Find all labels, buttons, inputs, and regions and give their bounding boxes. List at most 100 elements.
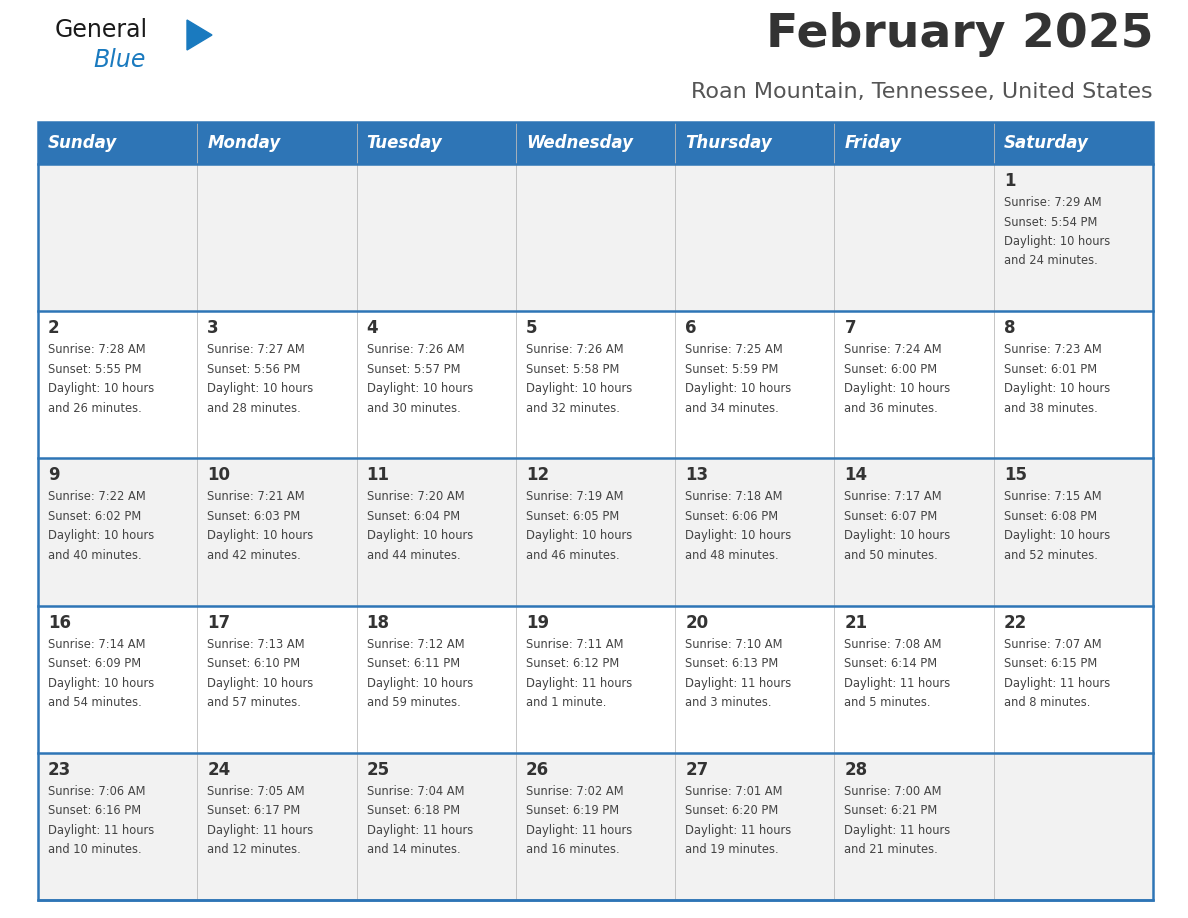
Text: 10: 10 [207, 466, 230, 485]
Text: Sunset: 6:13 PM: Sunset: 6:13 PM [685, 657, 778, 670]
Text: Sunset: 6:02 PM: Sunset: 6:02 PM [48, 509, 141, 523]
Bar [38, 753, 1154, 900]
Text: 3: 3 [207, 319, 219, 337]
Text: Sunrise: 7:28 AM: Sunrise: 7:28 AM [48, 343, 146, 356]
Text: Sunset: 6:21 PM: Sunset: 6:21 PM [845, 804, 937, 817]
Text: Sunset: 6:14 PM: Sunset: 6:14 PM [845, 657, 937, 670]
Text: Daylight: 11 hours: Daylight: 11 hours [48, 823, 154, 837]
Text: and 28 minutes.: and 28 minutes. [207, 402, 301, 415]
Text: Sunrise: 7:12 AM: Sunrise: 7:12 AM [367, 638, 465, 651]
Text: and 57 minutes.: and 57 minutes. [207, 696, 302, 709]
Text: Sunrise: 7:14 AM: Sunrise: 7:14 AM [48, 638, 145, 651]
Text: Sunset: 6:15 PM: Sunset: 6:15 PM [1004, 657, 1097, 670]
Text: 20: 20 [685, 613, 708, 632]
Text: 18: 18 [367, 613, 390, 632]
Text: Sunrise: 7:17 AM: Sunrise: 7:17 AM [845, 490, 942, 503]
Text: 8: 8 [1004, 319, 1016, 337]
Text: 15: 15 [1004, 466, 1026, 485]
Text: Sunrise: 7:10 AM: Sunrise: 7:10 AM [685, 638, 783, 651]
Text: Sunset: 6:01 PM: Sunset: 6:01 PM [1004, 363, 1097, 375]
Text: 12: 12 [526, 466, 549, 485]
Text: and 36 minutes.: and 36 minutes. [845, 402, 939, 415]
Text: Wednesday: Wednesday [526, 134, 633, 152]
Text: Daylight: 10 hours: Daylight: 10 hours [207, 677, 314, 689]
Text: Sunset: 6:12 PM: Sunset: 6:12 PM [526, 657, 619, 670]
Text: and 54 minutes.: and 54 minutes. [48, 696, 141, 709]
Text: 2: 2 [48, 319, 59, 337]
Text: Daylight: 11 hours: Daylight: 11 hours [526, 677, 632, 689]
Text: 14: 14 [845, 466, 867, 485]
Text: 26: 26 [526, 761, 549, 778]
Text: and 5 minutes.: and 5 minutes. [845, 696, 931, 709]
Text: and 50 minutes.: and 50 minutes. [845, 549, 939, 562]
Text: Daylight: 10 hours: Daylight: 10 hours [48, 530, 154, 543]
Text: Sunset: 5:56 PM: Sunset: 5:56 PM [207, 363, 301, 375]
Text: Daylight: 11 hours: Daylight: 11 hours [526, 823, 632, 837]
Text: and 40 minutes.: and 40 minutes. [48, 549, 141, 562]
Text: Sunrise: 7:18 AM: Sunrise: 7:18 AM [685, 490, 783, 503]
Text: Monday: Monday [207, 134, 280, 152]
Text: and 24 minutes.: and 24 minutes. [1004, 254, 1098, 267]
Text: Sunset: 5:59 PM: Sunset: 5:59 PM [685, 363, 778, 375]
Text: and 26 minutes.: and 26 minutes. [48, 402, 141, 415]
Text: Daylight: 10 hours: Daylight: 10 hours [1004, 382, 1110, 396]
Polygon shape [187, 20, 211, 50]
Text: Sunrise: 7:07 AM: Sunrise: 7:07 AM [1004, 638, 1101, 651]
Text: Sunset: 6:07 PM: Sunset: 6:07 PM [845, 509, 937, 523]
Text: Friday: Friday [845, 134, 902, 152]
Text: Daylight: 10 hours: Daylight: 10 hours [685, 382, 791, 396]
Text: Sunset: 6:20 PM: Sunset: 6:20 PM [685, 804, 778, 817]
Text: Sunrise: 7:02 AM: Sunrise: 7:02 AM [526, 785, 624, 798]
Text: Sunrise: 7:11 AM: Sunrise: 7:11 AM [526, 638, 624, 651]
Text: Daylight: 11 hours: Daylight: 11 hours [207, 823, 314, 837]
Text: Sunrise: 7:24 AM: Sunrise: 7:24 AM [845, 343, 942, 356]
Text: 9: 9 [48, 466, 59, 485]
Text: and 34 minutes.: and 34 minutes. [685, 402, 779, 415]
Text: Sunrise: 7:06 AM: Sunrise: 7:06 AM [48, 785, 145, 798]
Text: 28: 28 [845, 761, 867, 778]
Text: Daylight: 11 hours: Daylight: 11 hours [1004, 677, 1110, 689]
Text: Sunset: 5:57 PM: Sunset: 5:57 PM [367, 363, 460, 375]
Text: 1: 1 [1004, 172, 1016, 190]
Text: and 32 minutes.: and 32 minutes. [526, 402, 620, 415]
Text: and 19 minutes.: and 19 minutes. [685, 844, 779, 856]
Text: Sunrise: 7:01 AM: Sunrise: 7:01 AM [685, 785, 783, 798]
Text: Sunset: 5:58 PM: Sunset: 5:58 PM [526, 363, 619, 375]
Text: General: General [55, 18, 148, 42]
Text: Daylight: 10 hours: Daylight: 10 hours [845, 530, 950, 543]
Text: Daylight: 10 hours: Daylight: 10 hours [845, 382, 950, 396]
Text: 25: 25 [367, 761, 390, 778]
Text: 7: 7 [845, 319, 857, 337]
Text: Daylight: 10 hours: Daylight: 10 hours [1004, 235, 1110, 248]
Text: Sunset: 6:09 PM: Sunset: 6:09 PM [48, 657, 141, 670]
Text: and 42 minutes.: and 42 minutes. [207, 549, 301, 562]
Text: 13: 13 [685, 466, 708, 485]
Text: and 46 minutes.: and 46 minutes. [526, 549, 619, 562]
Text: and 14 minutes.: and 14 minutes. [367, 844, 460, 856]
Text: Daylight: 11 hours: Daylight: 11 hours [685, 823, 791, 837]
Text: Sunset: 6:03 PM: Sunset: 6:03 PM [207, 509, 301, 523]
Text: Sunrise: 7:26 AM: Sunrise: 7:26 AM [526, 343, 624, 356]
Text: Sunrise: 7:29 AM: Sunrise: 7:29 AM [1004, 196, 1101, 209]
Text: Saturday: Saturday [1004, 134, 1088, 152]
Text: Sunrise: 7:20 AM: Sunrise: 7:20 AM [367, 490, 465, 503]
Text: 23: 23 [48, 761, 71, 778]
Text: Tuesday: Tuesday [367, 134, 442, 152]
Bar [38, 122, 1154, 164]
Text: Sunrise: 7:15 AM: Sunrise: 7:15 AM [1004, 490, 1101, 503]
Text: Daylight: 11 hours: Daylight: 11 hours [685, 677, 791, 689]
Text: Sunrise: 7:13 AM: Sunrise: 7:13 AM [207, 638, 305, 651]
Text: 21: 21 [845, 613, 867, 632]
Text: Sunset: 6:06 PM: Sunset: 6:06 PM [685, 509, 778, 523]
Text: Sunday: Sunday [48, 134, 118, 152]
Text: and 52 minutes.: and 52 minutes. [1004, 549, 1098, 562]
Text: and 21 minutes.: and 21 minutes. [845, 844, 939, 856]
Text: Roan Mountain, Tennessee, United States: Roan Mountain, Tennessee, United States [691, 82, 1154, 102]
Text: Daylight: 10 hours: Daylight: 10 hours [685, 530, 791, 543]
Text: and 38 minutes.: and 38 minutes. [1004, 402, 1098, 415]
Text: 17: 17 [207, 613, 230, 632]
Text: Sunrise: 7:25 AM: Sunrise: 7:25 AM [685, 343, 783, 356]
Text: 22: 22 [1004, 613, 1026, 632]
Text: Sunset: 6:17 PM: Sunset: 6:17 PM [207, 804, 301, 817]
Text: Daylight: 10 hours: Daylight: 10 hours [367, 677, 473, 689]
